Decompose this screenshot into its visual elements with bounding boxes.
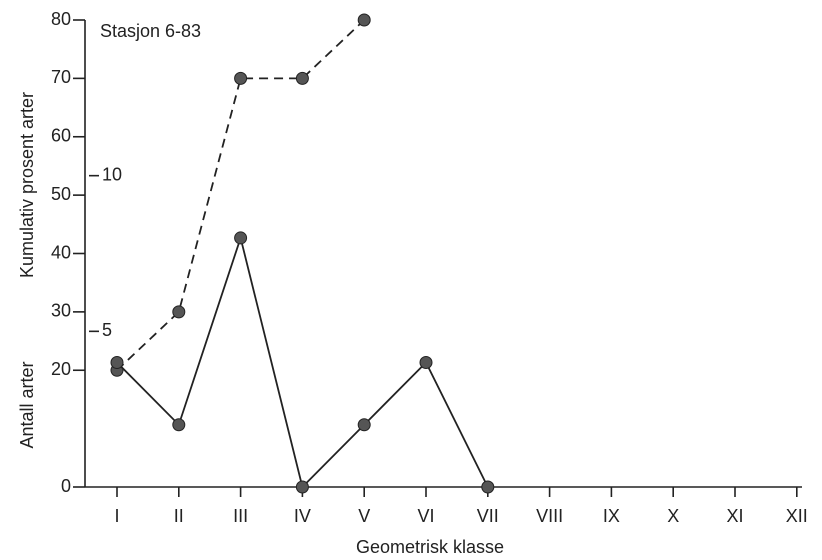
point <box>172 418 186 432</box>
point <box>295 480 309 494</box>
x-tick-label: XII <box>786 506 808 526</box>
y-tick-label: 40 <box>51 242 71 262</box>
y2-tick-label: 10 <box>102 164 122 184</box>
point <box>172 305 186 319</box>
y-tick-label: 80 <box>51 9 71 29</box>
point <box>234 71 248 85</box>
y2-tick-label: 5 <box>102 320 112 340</box>
y-tick-label: 30 <box>51 301 71 321</box>
y-tick-label: 0 <box>61 476 71 496</box>
y-tick-label: 20 <box>51 359 71 379</box>
point <box>357 418 371 432</box>
point <box>419 355 433 369</box>
x-tick-label: VI <box>417 506 434 526</box>
y-tick-label: 70 <box>51 67 71 87</box>
y-axis-label: Kumulativ prosent arter <box>17 92 37 278</box>
x-tick-label: XI <box>726 506 743 526</box>
point <box>234 231 248 245</box>
y-tick-label: 50 <box>51 184 71 204</box>
x-tick-label: VIII <box>536 506 563 526</box>
x-tick-label: IX <box>603 506 620 526</box>
point <box>481 480 495 494</box>
x-tick-label: VII <box>477 506 499 526</box>
x-tick-label: V <box>358 506 370 526</box>
x-tick-label: IV <box>294 506 311 526</box>
x-tick-label: III <box>233 506 248 526</box>
x-axis-label: Geometrisk klasse <box>356 537 504 557</box>
y2-axis-label: Antall arter <box>17 361 37 448</box>
chart-title: Stasjon 6-83 <box>100 21 201 41</box>
x-tick-label: I <box>114 506 119 526</box>
point <box>357 13 371 27</box>
x-tick-label: II <box>174 506 184 526</box>
point <box>295 71 309 85</box>
x-tick-label: X <box>667 506 679 526</box>
y-tick-label: 60 <box>51 126 71 146</box>
point <box>110 355 124 369</box>
